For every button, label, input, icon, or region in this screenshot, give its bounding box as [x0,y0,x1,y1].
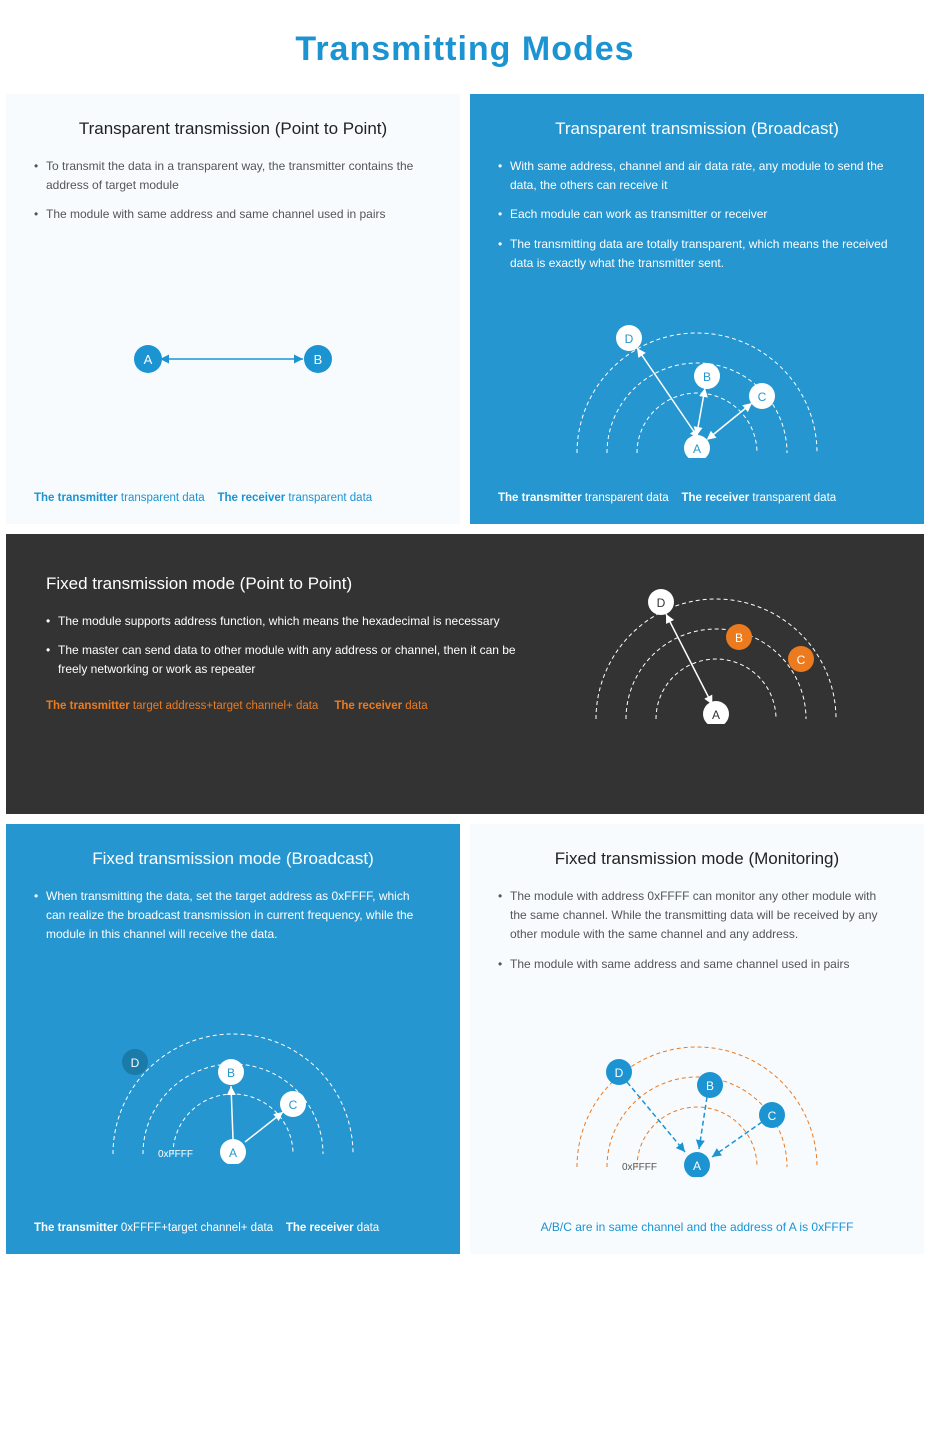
panel4-diagram: A B C D 0xFFFF [34,955,432,1214]
panel-transparent-broadcast: Transparent transmission (Broadcast) Wit… [470,94,924,524]
svg-text:B: B [227,1066,235,1080]
svg-text:C: C [796,653,805,667]
panel3-bullet: The module supports address function, wh… [46,612,517,631]
panel4-title: Fixed transmission mode (Broadcast) [34,849,432,869]
panel4-bullet: When transmitting the data, set the targ… [34,887,432,945]
panel2-diagram: A B C D [498,283,896,484]
title-text: Transmitting Modes [0,30,930,69]
panel-transparent-p2p: Transparent transmission (Point to Point… [6,94,460,524]
svg-text:0xFFFF: 0xFFFF [158,1149,193,1160]
row-1: Transparent transmission (Point to Point… [0,94,930,534]
panel5-title: Fixed transmission mode (Monitoring) [498,849,896,869]
svg-text:B: B [706,1079,714,1093]
panel2-footer: The transmitter transparent data The rec… [498,484,896,504]
panel-fixed-broadcast: Fixed transmission mode (Broadcast) When… [6,824,460,1254]
svg-text:A: A [693,1159,701,1173]
panel1-diagram: A B [34,235,432,484]
svg-text:0xFFFF: 0xFFFF [622,1162,657,1173]
panel3-diagram: A B C D [547,574,884,724]
svg-text:D: D [615,1066,624,1080]
svg-text:A: A [693,442,701,456]
panel5-diagram: A B C D 0xFFFF [498,984,896,1210]
svg-text:D: D [131,1056,140,1070]
svg-text:C: C [289,1098,298,1112]
page-title: Transmitting Modes [0,0,930,94]
svg-text:D: D [625,332,634,346]
panel4-footer: The transmitter 0xFFFF+target channel+ d… [34,1214,432,1234]
panel1-footer: The transmitter transparent data The rec… [34,484,432,504]
panel2-bullet: The transmitting data are totally transp… [498,235,896,273]
svg-text:C: C [758,390,767,404]
svg-text:B: B [703,370,711,384]
panel5-bullet: The module with same address and same ch… [498,955,896,974]
panel3-footer: The transmitter target address+target ch… [46,692,517,712]
svg-text:A: A [229,1146,237,1160]
svg-text:D: D [656,596,665,610]
svg-text:A: A [144,352,153,367]
panel1-bullet: The module with same address and same ch… [34,205,432,224]
row-2: Fixed transmission mode (Point to Point)… [0,534,930,824]
svg-text:B: B [314,352,323,367]
panel1-bullet: To transmit the data in a transparent wa… [34,157,432,195]
panel-fixed-p2p: Fixed transmission mode (Point to Point)… [6,534,924,814]
panel2-bullet: With same address, channel and air data … [498,157,896,195]
panel3-title: Fixed transmission mode (Point to Point) [46,574,517,594]
panel2-bullet: Each module can work as transmitter or r… [498,205,896,224]
svg-text:C: C [768,1109,777,1123]
svg-text:A: A [712,708,720,722]
panel3-bullet: The master can send data to other module… [46,641,517,679]
svg-text:B: B [735,631,743,645]
panel1-title: Transparent transmission (Point to Point… [34,119,432,139]
panel2-title: Transparent transmission (Broadcast) [498,119,896,139]
panel5-bullet: The module with address 0xFFFF can monit… [498,887,896,945]
panel5-note: A/B/C are in same channel and the addres… [498,1210,896,1234]
panel-fixed-monitoring: Fixed transmission mode (Monitoring) The… [470,824,924,1254]
row-3: Fixed transmission mode (Broadcast) When… [0,824,930,1264]
